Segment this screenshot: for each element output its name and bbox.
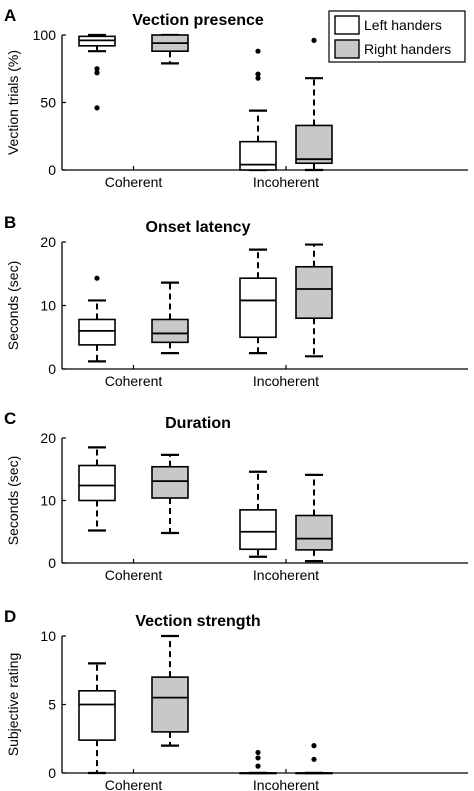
panel-c: C Duration Seconds (sec) 0 10 20 Coherent Incoh… — [4, 409, 468, 583]
outlier-point — [255, 48, 261, 54]
y-tick-label: 10 — [40, 493, 56, 509]
x-tick-label: Incoherent — [253, 174, 319, 190]
box-iqr — [78, 689, 116, 741]
box-left-handers-incoherent — [239, 248, 277, 355]
box-left-handers-coherent — [78, 275, 116, 363]
y-tick-label: 0 — [48, 765, 56, 781]
box-left-handers-incoherent — [239, 749, 277, 775]
box-iqr — [151, 318, 189, 344]
y-tick-label: 0 — [48, 162, 56, 178]
x-tick-label: Incoherent — [253, 567, 319, 583]
box-left-handers-incoherent — [239, 470, 277, 558]
y-tick-label: 10 — [40, 298, 56, 314]
outlier-point — [255, 749, 261, 756]
panel-letter: A — [4, 6, 16, 25]
box-iqr — [78, 318, 116, 346]
outlier-point — [311, 743, 317, 749]
outlier-point — [94, 70, 100, 76]
x-tick-label: Coherent — [105, 777, 163, 791]
box-iqr — [295, 265, 333, 320]
x-tick-label: Incoherent — [253, 777, 319, 791]
box-right-handers-coherent — [151, 281, 189, 355]
box-iqr — [151, 465, 189, 499]
outlier-point — [255, 75, 261, 81]
box-iqr — [239, 140, 277, 171]
y-tick-label: 20 — [40, 430, 56, 446]
y-tick-label: 20 — [40, 234, 56, 250]
y-tick-label: 0 — [48, 361, 56, 377]
panel-title: Onset latency — [146, 219, 251, 236]
legend-swatch — [334, 15, 360, 35]
y-axis-label: Seconds (sec) — [5, 456, 21, 545]
panel-letter: C — [4, 409, 16, 428]
box-right-handers-coherent — [151, 33, 189, 65]
box-right-handers-incoherent — [295, 473, 333, 563]
x-tick-label: Incoherent — [253, 373, 319, 389]
outlier-point — [94, 275, 100, 281]
panel-title: Vection strength — [135, 613, 260, 630]
box-iqr — [295, 124, 333, 165]
box-iqr — [78, 464, 116, 502]
outlier-point — [94, 66, 100, 72]
panel-letter: B — [4, 213, 16, 232]
outlier-point — [255, 71, 261, 77]
panel-d: D Vection strength Subjective rating 0 5 10 Co… — [4, 607, 468, 791]
outlier-point — [255, 755, 261, 761]
box-right-handers-incoherent — [295, 743, 333, 775]
box-iqr — [239, 509, 277, 551]
box-right-handers-incoherent — [295, 243, 333, 358]
box-right-handers-coherent — [151, 453, 189, 535]
legend-label: Right handers — [364, 41, 451, 57]
y-axis-label: Vection trials (%) — [5, 50, 21, 155]
box-left-handers-coherent — [78, 446, 116, 532]
panel-b: B Onset latency Seconds (sec) 0 10 20 Coherent… — [4, 213, 468, 389]
panel-a: A Vection presence Vection trials (%) 0 50 10… — [4, 6, 468, 190]
box-left-handers-incoherent — [239, 48, 277, 172]
outlier-point — [311, 756, 317, 762]
box-left-handers-coherent — [78, 662, 116, 775]
box-right-handers-coherent — [151, 634, 189, 747]
y-tick-label: 100 — [33, 27, 57, 43]
panel-title: Vection presence — [132, 12, 264, 29]
legend-swatch — [334, 39, 360, 59]
y-tick-label: 10 — [40, 628, 56, 644]
legend-label: Left handers — [364, 17, 442, 33]
y-tick-label: 50 — [40, 95, 56, 111]
y-axis-label: Subjective rating — [5, 653, 21, 757]
box-right-handers-incoherent — [295, 37, 333, 172]
y-tick-label: 0 — [48, 555, 56, 571]
outlier-point — [255, 763, 261, 769]
panel-letter: D — [4, 607, 16, 626]
y-axis-label: Seconds (sec) — [5, 261, 21, 350]
y-tick-label: 5 — [48, 697, 56, 713]
panel-title: Duration — [165, 415, 231, 432]
outlier-point — [311, 37, 317, 44]
x-tick-label: Coherent — [105, 567, 163, 583]
box-left-handers-coherent — [78, 33, 116, 111]
box-iqr — [151, 676, 189, 733]
x-tick-label: Coherent — [105, 174, 163, 190]
outlier-point — [94, 105, 100, 111]
x-tick-label: Coherent — [105, 373, 163, 389]
box-iqr — [295, 514, 333, 551]
legend: Left handers Right handers — [328, 10, 466, 63]
box-iqr — [239, 277, 277, 339]
